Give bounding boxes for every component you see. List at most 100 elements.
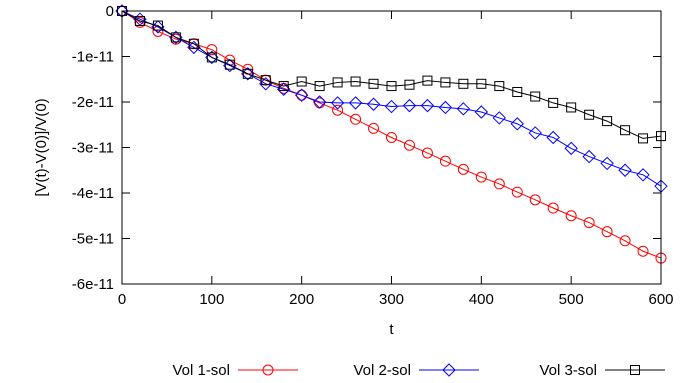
diamond-marker <box>348 96 363 110</box>
diamond-marker <box>600 156 614 171</box>
circle-marker <box>457 163 469 175</box>
diamond-marker <box>528 126 542 140</box>
diamond-marker <box>330 96 345 110</box>
diamond-marker <box>474 105 489 119</box>
circle-marker <box>475 171 487 183</box>
circle-marker <box>529 194 541 206</box>
circle-marker <box>262 364 274 376</box>
diamond-marker <box>294 88 309 102</box>
circle-marker <box>439 155 451 167</box>
diamond-marker <box>618 163 632 177</box>
diamond-marker <box>546 130 560 145</box>
diamond-marker <box>312 95 327 109</box>
square-marker <box>170 32 181 43</box>
x-axis-ticks: 0 100 200 300 400 500 600 <box>118 11 674 308</box>
series-1 <box>116 5 667 264</box>
square-marker <box>188 38 199 49</box>
series-line <box>121 10 662 187</box>
diamond-marker <box>366 97 381 111</box>
series-layer <box>115 4 668 264</box>
square-marker <box>404 79 415 90</box>
square-marker <box>512 86 523 97</box>
square-marker <box>278 81 289 92</box>
y-axis-ticks: 0 -1e-11 -2e-11 -3e-11 -4e-11 -5e-11 -6e-11 <box>72 3 661 293</box>
y-tick-label: -3e-11 <box>72 140 114 157</box>
diamond-marker <box>456 102 471 116</box>
circle-marker <box>386 131 397 143</box>
x-tick-label: 300 <box>379 291 404 308</box>
legend: Vol 1-sol Vol 2-sol Vol 3-sol <box>172 362 665 379</box>
circle-marker <box>511 186 523 198</box>
square-marker <box>566 102 577 113</box>
diamond-marker <box>420 98 435 113</box>
circle-marker <box>583 217 595 229</box>
diamond-marker <box>564 141 578 156</box>
x-tick-label: 0 <box>118 291 126 308</box>
x-tick-label: 600 <box>648 291 673 308</box>
square-marker <box>620 125 631 136</box>
circle-marker <box>403 139 415 151</box>
square-marker <box>422 75 433 86</box>
square-marker <box>638 133 649 144</box>
circle-marker <box>296 89 308 101</box>
square-marker <box>206 52 217 63</box>
y-tick-label: -6e-11 <box>72 276 114 293</box>
square-marker <box>260 75 271 86</box>
x-axis-title: t <box>389 321 394 338</box>
y-axis-title: [V(t)-V(0)]/V(0) <box>33 98 50 196</box>
square-marker <box>602 116 613 127</box>
square-marker <box>296 76 307 87</box>
square-marker <box>584 109 595 120</box>
x-tick-label: 100 <box>199 291 224 308</box>
square-marker <box>242 68 253 79</box>
legend-label: Vol 1-sol <box>172 362 230 379</box>
circle-marker <box>547 202 559 214</box>
diamond-marker <box>582 149 596 164</box>
diamond-marker <box>510 117 524 131</box>
series-2 <box>115 4 668 193</box>
square-marker <box>530 91 541 102</box>
circle-marker <box>332 104 344 116</box>
series-line <box>121 10 662 259</box>
square-marker <box>350 76 361 87</box>
y-tick-label: 0 <box>106 3 114 20</box>
diamond-marker <box>492 111 507 125</box>
circle-marker <box>368 122 380 134</box>
square-marker <box>548 97 559 108</box>
square-marker <box>368 78 379 89</box>
y-tick-label: -5e-11 <box>72 231 114 248</box>
plot-frame <box>121 10 662 285</box>
square-marker <box>134 16 145 27</box>
legend-label: Vol 2-sol <box>353 362 411 379</box>
y-tick-label: -2e-11 <box>72 94 114 111</box>
legend-item: Vol 3-sol <box>539 362 665 379</box>
diamond-marker <box>636 168 650 182</box>
x-tick-label: 500 <box>559 291 584 308</box>
diamond-marker <box>384 99 399 114</box>
square-marker <box>386 81 397 92</box>
square-marker <box>314 81 325 92</box>
circle-marker <box>206 44 218 56</box>
circle-marker <box>421 147 433 159</box>
legend-label: Vol 3-sol <box>539 362 597 379</box>
circle-marker <box>601 226 613 238</box>
circle-marker <box>565 210 577 222</box>
circle-marker <box>619 235 631 247</box>
y-tick-label: -4e-11 <box>72 185 114 202</box>
square-marker <box>224 59 235 70</box>
legend-item: Vol 2-sol <box>353 362 479 379</box>
square-marker <box>494 81 505 92</box>
series-line <box>121 10 662 139</box>
series-3 <box>117 6 666 144</box>
diamond-marker <box>402 98 417 113</box>
x-tick-label: 400 <box>469 291 494 308</box>
square-marker <box>630 365 640 375</box>
circle-marker <box>493 178 505 190</box>
square-marker <box>332 77 343 88</box>
y-tick-label: -1e-11 <box>72 49 114 66</box>
square-marker <box>476 78 487 89</box>
square-marker <box>440 77 451 88</box>
circle-marker <box>637 245 649 257</box>
square-marker <box>458 78 469 89</box>
